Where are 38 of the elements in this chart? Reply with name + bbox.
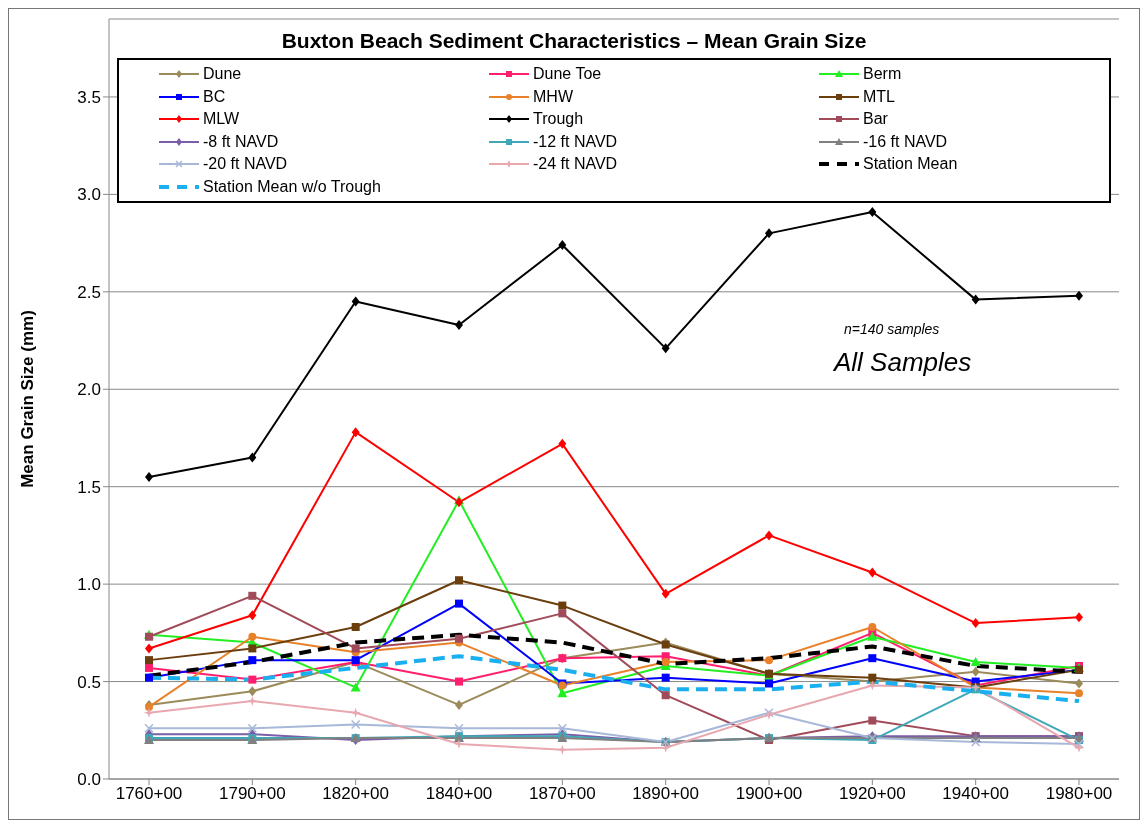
legend-label: Dune Toe bbox=[533, 65, 602, 84]
annotation: n=140 samples bbox=[844, 321, 940, 337]
legend-label: MHW bbox=[533, 87, 573, 106]
legend-label: MTL bbox=[863, 87, 895, 106]
y-tick-label: 3.5 bbox=[77, 87, 101, 107]
y-axis-title: Mean Grain Size (mm) bbox=[18, 310, 38, 488]
x-tick-label: 1870+00 bbox=[529, 784, 596, 804]
legend-label: Dune bbox=[203, 65, 242, 84]
legend-label: Berm bbox=[863, 65, 902, 84]
legend-label: -12 ft NAVD bbox=[533, 132, 618, 151]
x-tick-label: 1760+00 bbox=[115, 784, 183, 804]
legend-label: -20 ft NAVD bbox=[203, 155, 288, 174]
legend-label: Station Mean bbox=[863, 155, 958, 174]
legend-label: Station Mean w/o Trough bbox=[203, 177, 381, 196]
x-tick-label: 1900+00 bbox=[735, 784, 803, 804]
y-tick-label: 3.0 bbox=[77, 185, 101, 205]
x-tick-label: 1820+00 bbox=[322, 784, 389, 804]
y-tick-label: 0.5 bbox=[77, 672, 101, 692]
y-tick-label: 1.5 bbox=[77, 477, 101, 497]
x-tick-label: 1790+00 bbox=[219, 784, 286, 804]
legend-label: -16 ft NAVD bbox=[863, 132, 948, 151]
x-tick-label: 1940+00 bbox=[942, 784, 1009, 804]
legend-label: MLW bbox=[203, 110, 240, 129]
y-tick-label: 0.0 bbox=[77, 770, 101, 790]
y-tick-label: 1.0 bbox=[77, 575, 101, 595]
x-tick-label: 1840+00 bbox=[425, 784, 493, 804]
legend-label: -24 ft NAVD bbox=[533, 155, 618, 174]
y-tick-label: 2.5 bbox=[77, 282, 101, 302]
legend-label: BC bbox=[203, 87, 226, 106]
legend-label: -8 ft NAVD bbox=[203, 132, 279, 151]
legend-label: Bar bbox=[863, 110, 888, 129]
y-tick-label: 2.0 bbox=[77, 380, 101, 400]
x-tick-label: 1980+00 bbox=[1045, 784, 1113, 804]
annotation: All Samples bbox=[834, 347, 972, 378]
x-tick-label: 1890+00 bbox=[632, 784, 699, 804]
text: Buxton Beach Sediment Characteristics – Mean Grain Size bbox=[280, 29, 868, 53]
legend-label: Trough bbox=[533, 110, 584, 129]
x-tick-label: 1920+00 bbox=[839, 784, 906, 804]
